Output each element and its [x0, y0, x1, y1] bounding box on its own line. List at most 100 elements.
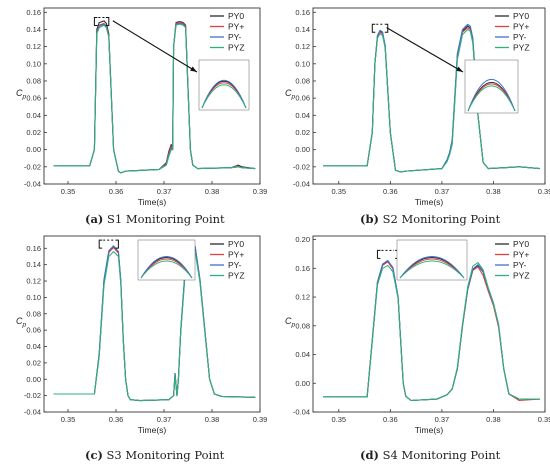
series-group — [53, 20, 256, 174]
inset-curve — [399, 258, 465, 279]
plot-frame — [312, 7, 546, 185]
caption-b-text: S2 Monitoring Point — [382, 212, 501, 226]
x-tick-label: 0.35 — [61, 187, 76, 196]
caption-d-text: S4 Monitoring Point — [382, 448, 501, 462]
legend-label: PYZ — [228, 271, 245, 281]
caption-b: (b) S2 Monitoring Point — [360, 212, 500, 226]
y-tick-label: 0.04 — [26, 342, 41, 351]
x-tick-label: 0.39 — [538, 415, 550, 424]
y-tick-label: 0.06 — [26, 94, 41, 103]
inset-curve — [140, 260, 193, 279]
y-tick-label: 0.14 — [295, 25, 310, 34]
zoom-bracket-right — [115, 239, 119, 249]
y-tick-label: 0.00 — [295, 379, 310, 388]
y-tick-label: 0.08 — [295, 321, 310, 330]
y-axis-label: Cp — [285, 316, 296, 329]
legend-label: PY0 — [513, 239, 529, 249]
y-tick-label: -0.04 — [24, 408, 41, 417]
y-tick-label: 0.06 — [295, 94, 310, 103]
y-tick-label: -0.04 — [293, 408, 310, 417]
y-tick-label: -0.04 — [24, 180, 41, 189]
zoom-bracket-left — [376, 249, 381, 259]
inset-curve — [467, 79, 516, 112]
zoom-bracket-left — [98, 239, 103, 249]
y-tick-label: 0.00 — [295, 145, 310, 154]
x-tick-label: 0.38 — [486, 415, 501, 424]
inset-curve — [201, 79, 247, 109]
plot-frame — [312, 235, 546, 413]
x-tick-label: 0.37 — [435, 415, 450, 424]
series-line-pyz — [323, 262, 540, 402]
inset-curve — [140, 256, 193, 279]
zoom-bracket-left — [371, 23, 376, 33]
y-axis-label: Cp — [16, 316, 27, 329]
plot-frame — [43, 235, 261, 413]
x-tick-label: 0.39 — [253, 187, 268, 196]
chart-panel-4: 0.35 0.36 0.37 0.38 0.39 -0.04 0.00 0.04 0.08 0.1… — [285, 235, 550, 435]
x-tick-label: 0.38 — [205, 187, 220, 196]
x-tick-label: 0.37 — [435, 187, 450, 196]
y-tick-label: -0.02 — [293, 162, 310, 171]
x-tick-label: 0.35 — [331, 415, 346, 424]
inset-frame — [137, 239, 196, 281]
y-tick-label: 0.04 — [26, 111, 41, 120]
x-tick-label: 0.38 — [486, 187, 501, 196]
x-tick-label: 0.37 — [157, 187, 172, 196]
zoom-bracket-left — [93, 16, 98, 26]
y-tick-label: 0.16 — [26, 244, 41, 253]
series-group — [53, 242, 256, 402]
y-tick-label: 0.08 — [26, 309, 41, 318]
x-tick-label: 0.39 — [253, 415, 268, 424]
legend-label: PYZ — [513, 43, 530, 53]
series-line-pyplus — [323, 261, 540, 402]
inset-zoom — [198, 59, 250, 111]
caption-a: (a) S1 Monitoring Point — [85, 212, 225, 226]
legend-label: PY- — [513, 260, 527, 270]
caption-a-text: S1 Monitoring Point — [107, 212, 225, 226]
inset-zoom — [464, 59, 519, 114]
x-axis-label: Time(s) — [138, 197, 167, 207]
caption-d-label: (d) — [360, 448, 379, 462]
series-line-pyz — [53, 249, 256, 402]
y-tick-label: 0.12 — [295, 293, 310, 302]
legend-label: PY0 — [513, 11, 529, 21]
series-line-pyz — [53, 23, 256, 174]
y-tick-label: 0.10 — [295, 59, 310, 68]
y-axis-label-subscript: p — [22, 322, 27, 329]
x-axis-label: Time(s) — [415, 197, 444, 207]
y-axis-label-subscript: p — [22, 94, 27, 101]
zoom-arrow-head — [190, 66, 197, 72]
y-tick-label: 0.04 — [295, 111, 310, 120]
y-tick-label: 0.20 — [295, 235, 310, 244]
legend-label: PY0 — [228, 239, 244, 249]
y-axis-label: Cp — [16, 88, 27, 101]
legend-label: PY+ — [513, 250, 529, 260]
inset-frame — [464, 59, 519, 114]
legend-label: PY0 — [228, 11, 244, 21]
inset-zoom — [137, 239, 196, 281]
x-tick-label: 0.35 — [331, 187, 346, 196]
y-tick-label: 0.16 — [295, 264, 310, 273]
series-group — [323, 259, 540, 402]
y-axis-label-subscript: p — [291, 94, 296, 101]
legend-label: PYZ — [228, 43, 245, 53]
y-tick-label: -0.02 — [24, 162, 41, 171]
x-axis-label: Time(s) — [138, 425, 167, 435]
chart-panel-2: 0.35 0.36 0.37 0.38 0.39 -0.04 -0.02 0.00 0.02 0.… — [285, 7, 550, 207]
y-tick-label: 0.12 — [295, 42, 310, 51]
x-tick-label: 0.39 — [538, 187, 550, 196]
caption-c-label: (c) — [85, 448, 103, 462]
y-tick-label: 0.12 — [26, 42, 41, 51]
y-tick-label: 0.14 — [26, 260, 41, 269]
x-tick-label: 0.38 — [205, 415, 220, 424]
legend-label: PY+ — [228, 22, 244, 32]
y-tick-label: 0.10 — [26, 293, 41, 302]
zoom-arrow-head — [456, 66, 463, 72]
legend-label: PY+ — [228, 250, 244, 260]
legend-label: PY- — [228, 32, 242, 42]
x-tick-label: 0.35 — [61, 415, 76, 424]
legend-label: PYZ — [513, 271, 530, 281]
caption-d: (d) S4 Monitoring Point — [360, 448, 500, 462]
x-tick-label: 0.36 — [109, 187, 124, 196]
inset-zoom — [396, 239, 468, 281]
